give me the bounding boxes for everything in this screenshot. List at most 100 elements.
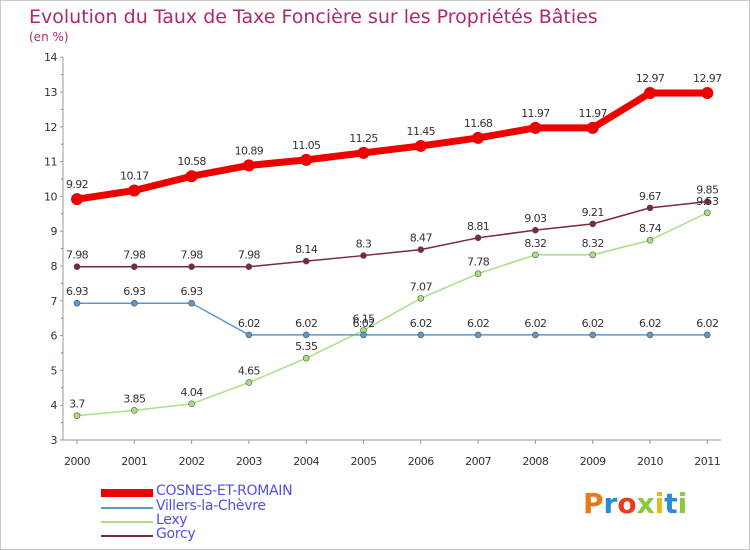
x-tick-label: 2007 xyxy=(465,455,491,468)
data-label: 9.21 xyxy=(582,206,604,219)
data-label: 6.02 xyxy=(639,317,661,330)
data-point xyxy=(703,209,711,217)
data-point xyxy=(529,121,542,134)
series-line xyxy=(77,302,708,336)
data-label: 9.53 xyxy=(696,195,719,208)
data-label: 7.07 xyxy=(410,280,433,293)
y-tick-label: 5 xyxy=(51,364,58,377)
data-label: 4.04 xyxy=(181,386,204,399)
data-point xyxy=(188,263,195,270)
data-point xyxy=(185,170,198,183)
data-point xyxy=(701,87,714,100)
data-label: 11.68 xyxy=(464,117,493,130)
data-point xyxy=(703,198,711,205)
data-label: 7.98 xyxy=(181,249,204,262)
data-label: 6.02 xyxy=(582,317,604,330)
data-point xyxy=(245,379,253,386)
series-line xyxy=(76,212,708,417)
data-point xyxy=(188,400,195,408)
data-point xyxy=(644,87,656,100)
data-point xyxy=(417,246,425,253)
data-label: 10.17 xyxy=(120,169,149,182)
data-label: 11.45 xyxy=(407,125,436,138)
legend-item-gorcy: Gorcy xyxy=(101,526,431,543)
data-point xyxy=(73,412,81,419)
series-line xyxy=(77,200,708,268)
data-label: 8.74 xyxy=(639,222,662,235)
data-label: 6.93 xyxy=(66,285,89,298)
x-tick-label: 2001 xyxy=(121,455,147,468)
data-point xyxy=(300,153,313,166)
data-label: 9.03 xyxy=(524,212,547,225)
legend-item-cosnes: COSNES-ET-ROMAIN xyxy=(101,483,431,500)
data-label: 11.97 xyxy=(521,107,550,120)
data-label: 9.67 xyxy=(639,190,662,203)
x-tick-label: 2004 xyxy=(293,455,319,468)
data-point xyxy=(360,331,367,339)
data-label: 6.02 xyxy=(524,317,546,330)
data-point xyxy=(532,251,539,259)
data-label: 6.02 xyxy=(238,317,260,330)
data-label: 5.35 xyxy=(295,340,318,353)
x-tick-label: 2011 xyxy=(694,455,720,468)
x-tick-label: 2000 xyxy=(64,455,90,468)
data-point xyxy=(131,263,138,270)
data-point xyxy=(532,226,539,234)
legend-swatch xyxy=(101,521,153,523)
data-point xyxy=(188,299,195,307)
y-tick-label: 6 xyxy=(51,330,58,343)
data-label: 7.98 xyxy=(238,249,261,262)
legend-label: Gorcy xyxy=(156,526,196,542)
data-point xyxy=(131,407,138,414)
data-label: 6.02 xyxy=(295,317,317,330)
data-point xyxy=(131,299,138,307)
data-point xyxy=(646,204,654,212)
data-point xyxy=(472,131,485,144)
proxiti-logo: Proxiti xyxy=(583,487,688,520)
data-label: 9.85 xyxy=(696,184,719,197)
data-point xyxy=(245,331,253,339)
data-point xyxy=(302,257,310,265)
data-point xyxy=(474,234,482,242)
x-tick-label: 2005 xyxy=(351,455,377,468)
x-tick-label: 2010 xyxy=(637,455,663,468)
y-tick-label: 13 xyxy=(44,86,57,99)
data-point xyxy=(242,159,255,172)
data-point xyxy=(474,331,482,339)
legend-label: Lexy xyxy=(156,512,188,528)
y-tick-label: 14 xyxy=(44,51,57,64)
data-point xyxy=(417,331,425,339)
y-tick-label: 3 xyxy=(51,434,58,447)
data-point xyxy=(357,146,370,159)
data-point xyxy=(360,252,367,259)
legend-item-villers: Villers-la-Chèvre xyxy=(101,498,431,515)
x-tick-label: 2008 xyxy=(522,455,548,468)
x-tick-label: 2003 xyxy=(236,455,262,468)
data-point xyxy=(646,331,654,339)
x-tick-label: 2009 xyxy=(580,455,606,468)
data-label: 6.02 xyxy=(410,317,432,330)
data-point xyxy=(302,354,310,362)
data-label: 8.32 xyxy=(582,237,604,250)
data-label: 8.32 xyxy=(524,237,546,250)
data-label: 11.05 xyxy=(292,139,321,152)
y-tick-label: 4 xyxy=(51,399,58,412)
y-tick-label: 12 xyxy=(44,121,57,134)
y-tick-label: 7 xyxy=(51,295,58,308)
x-tick-label: 2002 xyxy=(179,455,205,468)
y-tick-label: 9 xyxy=(51,225,58,238)
data-point xyxy=(586,121,599,134)
data-label: 6.02 xyxy=(696,317,718,330)
x-tick-label: 2006 xyxy=(408,455,434,468)
unit-label: (en %) xyxy=(29,30,69,44)
data-label: 6.02 xyxy=(352,317,374,330)
data-point xyxy=(128,184,141,197)
data-label: 6.15 xyxy=(352,312,375,325)
data-label: 12.97 xyxy=(693,72,722,85)
data-label: 4.65 xyxy=(238,365,261,378)
data-label: 11.25 xyxy=(349,132,378,145)
data-point xyxy=(73,299,81,307)
data-point xyxy=(474,270,482,277)
